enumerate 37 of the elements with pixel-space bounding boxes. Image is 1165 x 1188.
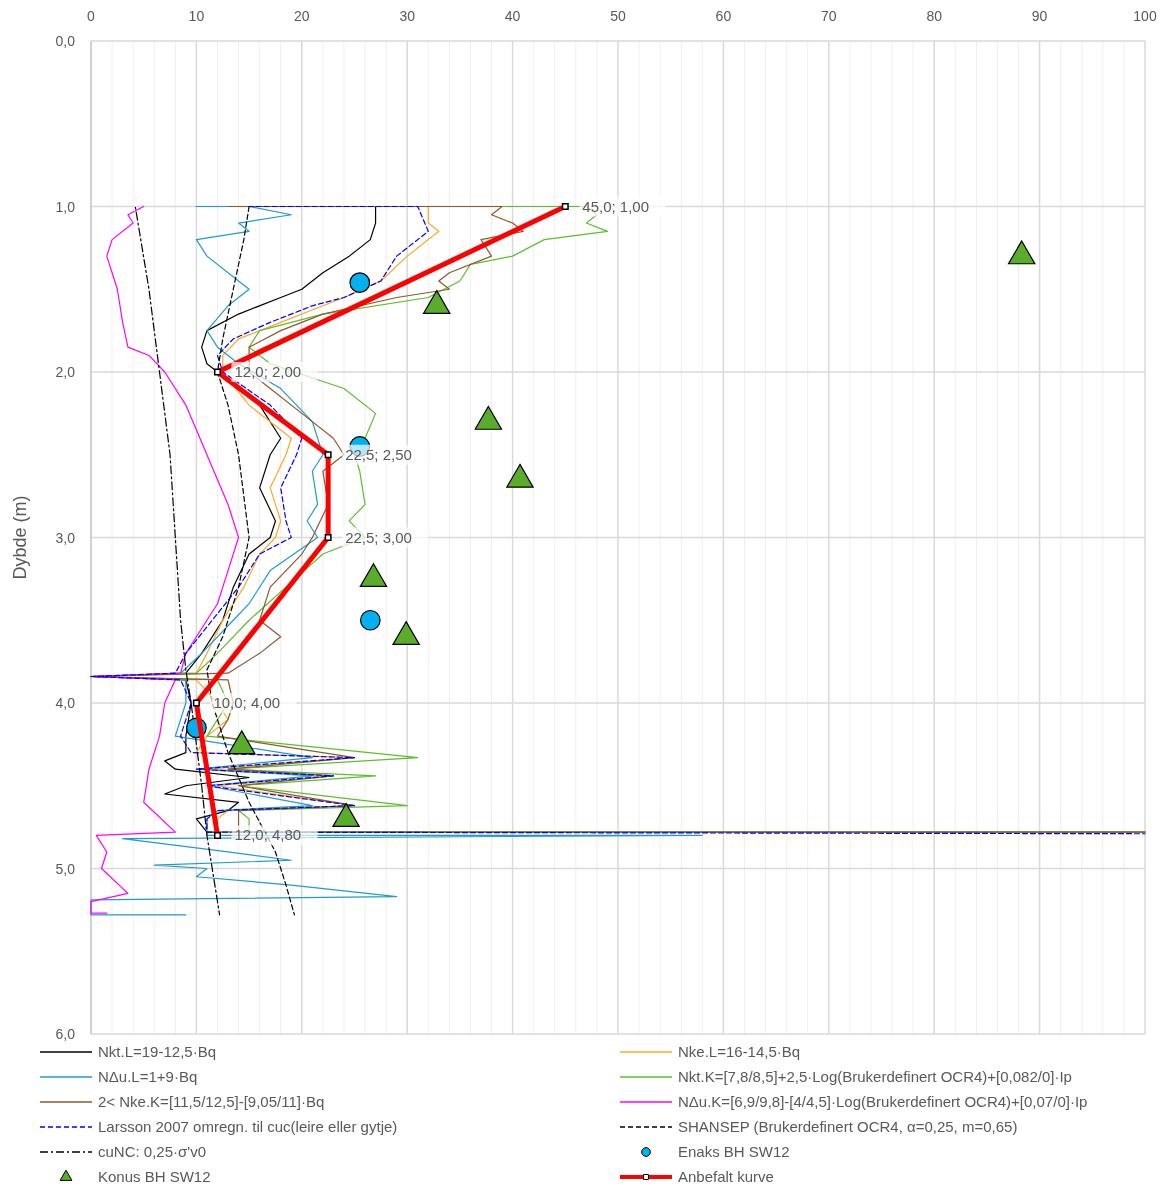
legend-label: Nke.L=16-14,5·Bq [678,1043,801,1060]
legend-label: Nkt.K=[7,8/8,5]+2,5·Log(Brukerdefinert OCR4)+[0,082/0]·Ip [678,1068,1072,1085]
y-tick-label: 1,0 [55,198,76,215]
legend-label: NΔu.L=1+9·Bq [98,1068,198,1085]
legend-label: Enaks BH SW12 [678,1143,790,1160]
x-tick-label: 90 [1031,8,1048,24]
x-tick-label: 80 [926,8,943,24]
legend-label: Anbefalt kurve [678,1168,774,1185]
y-tick-label: 5,0 [55,860,76,877]
data-label: 22,5; 3,00 [345,528,412,546]
legend-label: 2< Nke.K=[11,5/12,5]-[9,05/11]·Bq [98,1093,325,1110]
legend-label: cuNC: 0,25·σ'v0 [98,1143,206,1160]
x-tick-label: 0 [87,8,96,24]
x-tick-label: 100 [1133,8,1157,24]
y-tick-label: 3,0 [55,529,76,546]
x-tick-label: 30 [399,8,416,24]
x-tick-label: 20 [294,8,310,24]
data-label: 22,5; 2,50 [345,445,412,463]
legend-label: SHANSEP (Brukerdefinert OCR4, α=0,25, m=0,65) [678,1118,1018,1135]
x-tick-label: 70 [821,8,837,24]
y-axis-title: Dybde (m) [10,495,30,580]
x-tick-label: 40 [504,8,521,24]
legend-label: NΔu.K=[6,9/9,8]-[4/4,5]·Log(Brukerdefinert OCR4)+[0,07/0]·Ip [678,1093,1088,1110]
data-label: 12,0; 2,00 [234,363,302,380]
y-tick-label: 4,0 [55,695,76,711]
legend-label: Larsson 2007 omregn. til cuc(leire eller gytje) [98,1118,398,1135]
x-tick-label: 60 [715,8,732,24]
y-tick-label: 6,0 [55,1026,76,1042]
x-tick-label: 10 [188,8,205,24]
legend-label: Nkt.L=19-12,5·Bq [98,1043,216,1060]
x-tick-label: 50 [610,8,626,24]
data-label: 10,0; 4,00 [213,694,281,711]
y-tick-label: 0,0 [55,33,76,49]
data-label: 45,0; 1,00 [582,197,650,215]
y-tick-label: 2,0 [55,364,76,380]
legend-label: Konus BH SW12 [98,1168,211,1185]
data-label: 12,0; 4,80 [234,826,302,844]
